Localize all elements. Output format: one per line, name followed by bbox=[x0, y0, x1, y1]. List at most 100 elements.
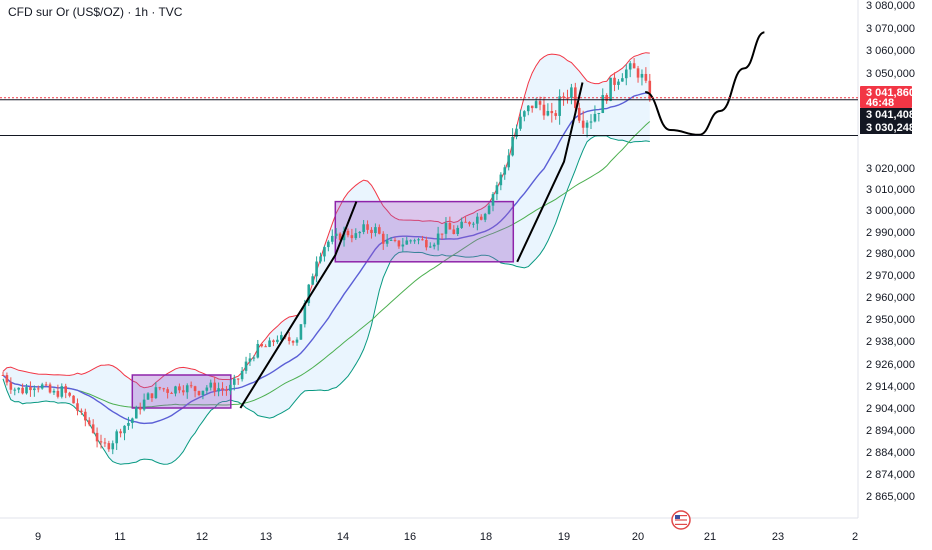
horizontal-levels[interactable] bbox=[0, 97, 858, 137]
candle-body bbox=[291, 341, 295, 343]
candle-body bbox=[119, 431, 122, 434]
x-tick-label: 18 bbox=[480, 531, 492, 543]
candle bbox=[84, 408, 87, 427]
candle bbox=[542, 96, 546, 120]
candle bbox=[499, 172, 503, 191]
candle-body bbox=[530, 105, 534, 109]
candle bbox=[389, 236, 393, 241]
candle bbox=[158, 386, 162, 391]
candle bbox=[5, 372, 9, 386]
x-tick-label: 2 bbox=[852, 531, 858, 543]
candle bbox=[605, 93, 608, 104]
candle bbox=[601, 88, 605, 114]
candle bbox=[636, 65, 640, 83]
candle-body bbox=[95, 432, 99, 442]
candle-body bbox=[476, 216, 479, 224]
y-tick-label: 3 020,000 bbox=[866, 163, 915, 175]
candle-body bbox=[640, 73, 644, 78]
trend-lines[interactable] bbox=[239, 31, 765, 409]
candle bbox=[291, 340, 295, 346]
candle bbox=[174, 385, 177, 397]
candle-body bbox=[311, 276, 314, 285]
candle bbox=[648, 73, 652, 102]
candle-body bbox=[636, 68, 640, 78]
candle-body bbox=[601, 95, 605, 113]
candle-body bbox=[91, 424, 95, 433]
candle-body bbox=[538, 101, 542, 105]
candle-body bbox=[240, 370, 244, 380]
candle bbox=[385, 234, 389, 247]
candle bbox=[217, 382, 220, 397]
candle bbox=[468, 221, 471, 227]
projection-curve[interactable] bbox=[644, 31, 765, 136]
candle-body bbox=[9, 382, 13, 390]
candle bbox=[13, 387, 17, 396]
x-tick-label: 14 bbox=[337, 531, 349, 543]
range-box[interactable] bbox=[334, 200, 515, 263]
candle-body bbox=[370, 229, 373, 234]
candle bbox=[56, 384, 60, 399]
lower-band-line bbox=[2, 135, 650, 465]
candle-body bbox=[558, 96, 561, 116]
candle-body bbox=[444, 223, 448, 234]
candle-body bbox=[170, 392, 173, 394]
candle-body bbox=[574, 87, 577, 108]
candle-body bbox=[5, 375, 9, 383]
candle bbox=[276, 335, 279, 344]
candle-body bbox=[468, 222, 471, 225]
range-box[interactable] bbox=[131, 374, 232, 409]
candle bbox=[378, 224, 381, 235]
candle-body bbox=[142, 399, 146, 410]
candle-body bbox=[644, 73, 648, 81]
candle-body bbox=[405, 240, 409, 245]
candle bbox=[60, 383, 64, 399]
candle bbox=[327, 240, 330, 252]
candle bbox=[127, 416, 130, 430]
candle-body bbox=[99, 441, 103, 443]
candle-body bbox=[260, 343, 264, 347]
candle bbox=[346, 228, 350, 238]
y-tick-label: 3 000,000 bbox=[866, 205, 915, 217]
price-axis[interactable]: 3 080,000 3 070,000 3 060,000 3 050,000 3 02… bbox=[866, 0, 915, 503]
candle bbox=[232, 374, 236, 391]
candle bbox=[628, 60, 632, 78]
candle bbox=[131, 417, 134, 429]
candle bbox=[523, 110, 526, 122]
candle bbox=[421, 235, 424, 241]
time-axis[interactable]: 9 11 12 13 14 16 18 19 20 21 23 2 bbox=[35, 531, 858, 543]
candle bbox=[558, 89, 561, 125]
candle bbox=[197, 390, 201, 397]
candle-body bbox=[115, 431, 118, 444]
candle bbox=[99, 434, 103, 449]
candle bbox=[205, 385, 209, 395]
candle-body bbox=[252, 357, 256, 359]
candle bbox=[417, 237, 420, 245]
candle-body bbox=[617, 81, 620, 85]
candle-body bbox=[570, 87, 573, 98]
candle bbox=[487, 203, 491, 215]
candle bbox=[119, 428, 122, 438]
candle-body bbox=[21, 387, 24, 394]
y-tick-label: 2 865,000 bbox=[866, 491, 915, 503]
candle-body bbox=[534, 101, 538, 109]
candle bbox=[138, 402, 142, 415]
trend-line[interactable] bbox=[516, 82, 584, 263]
candle bbox=[115, 429, 118, 450]
candle-body bbox=[381, 233, 385, 244]
candle bbox=[472, 221, 475, 228]
candle-body bbox=[103, 442, 107, 444]
candle-body bbox=[111, 443, 115, 450]
candle bbox=[574, 82, 577, 112]
trend-line[interactable] bbox=[239, 201, 358, 409]
candle-body bbox=[428, 246, 432, 248]
candle bbox=[201, 390, 205, 400]
candle-body bbox=[483, 213, 487, 220]
bollinger-bands bbox=[2, 52, 651, 465]
candle-body bbox=[589, 121, 593, 123]
candle-body bbox=[456, 227, 460, 234]
candle-body bbox=[452, 229, 456, 234]
candle bbox=[29, 381, 32, 397]
us-flag-icon[interactable] bbox=[671, 510, 691, 530]
